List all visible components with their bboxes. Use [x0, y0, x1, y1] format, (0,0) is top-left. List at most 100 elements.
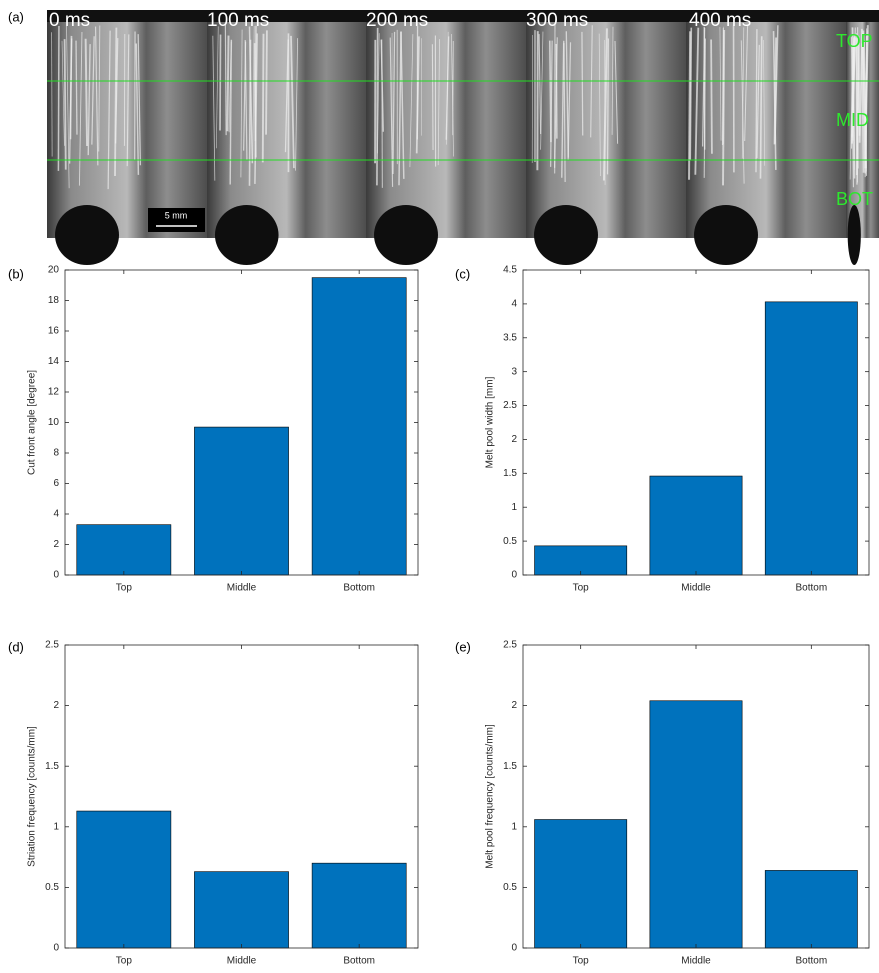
photo-streak [550, 40, 553, 167]
photo-streak [94, 26, 99, 166]
bar [76, 524, 172, 576]
y-axis-label: Cut front angle [degree] [27, 370, 38, 475]
y-tick-label: 10 [48, 417, 60, 428]
photo-shadow [847, 205, 861, 265]
photo-streak [389, 37, 394, 187]
y-tick-label: 1.5 [503, 468, 517, 479]
y-tick-label: 1 [53, 821, 59, 832]
photo-streak [216, 26, 219, 149]
y-tick-label: 20 [48, 265, 60, 276]
bar [311, 277, 407, 576]
bar [534, 545, 628, 576]
photo-streak [137, 34, 142, 166]
axes-box [64, 269, 419, 576]
y-tick-label: 18 [48, 295, 60, 306]
y-tick-label: 2 [53, 700, 59, 711]
photo-streak [66, 25, 70, 189]
photo-streak [75, 40, 78, 135]
photo-streak [243, 41, 247, 151]
photo-streak [581, 31, 584, 136]
photo-streak [614, 40, 619, 144]
photo-streak [376, 27, 379, 186]
photo-streak [437, 39, 440, 166]
photo-streak [135, 43, 140, 175]
y-tick-label: 0 [511, 570, 517, 581]
x-tick-label: Top [116, 956, 133, 967]
photo-streak [254, 25, 257, 142]
photo-streak [759, 36, 763, 179]
photo-streak [284, 39, 289, 153]
photo-streak [114, 27, 118, 177]
photo-streak [857, 35, 861, 136]
bar [649, 475, 743, 576]
y-tick-label: 1.5 [45, 761, 59, 772]
panel-label: (e) [455, 639, 471, 654]
time-label: 0 ms [49, 10, 90, 31]
bar [194, 871, 289, 949]
photo-streak [755, 29, 758, 173]
y-axis-label: Striation frequency [counts/mm] [27, 726, 38, 867]
photo-streak [392, 31, 396, 174]
bar [76, 810, 172, 949]
photo-streak [710, 39, 713, 154]
y-axis-label: Melt pool frequency [counts/mm] [485, 724, 496, 869]
axes-box [64, 644, 419, 949]
y-tick-label: 2.5 [45, 640, 59, 651]
photo-streak [703, 26, 706, 150]
axes-box [522, 644, 870, 949]
bar [534, 819, 628, 949]
time-label: 100 ms [207, 10, 269, 31]
photo-streak [295, 38, 299, 171]
x-tick-label: Top [573, 956, 590, 967]
x-tick-label: Bottom [795, 956, 827, 967]
x-tick-label: Bottom [343, 583, 375, 594]
photo-streak [261, 33, 265, 163]
x-tick-label: Top [573, 583, 590, 594]
bar [764, 870, 858, 949]
photo-streak [548, 40, 552, 143]
photo-streak [741, 27, 745, 159]
photo-streak [602, 28, 608, 181]
photo-streak [850, 36, 856, 144]
photo-streak [688, 31, 692, 180]
photo-top-band [207, 10, 366, 22]
photo-streak [219, 34, 222, 131]
photo-top-band [686, 10, 846, 22]
y-tick-label: 6 [53, 478, 59, 489]
photo-top-band [47, 10, 207, 22]
photo-streak [598, 33, 601, 176]
region-label: BOT [836, 189, 873, 209]
photo-frame [686, 10, 846, 238]
photo-streak [567, 42, 572, 160]
panel-label: (c) [455, 266, 470, 281]
photo-streak [772, 31, 777, 170]
image-panel [47, 10, 879, 265]
photo-streak [84, 38, 89, 147]
photo-top-band [526, 10, 686, 22]
photo-streak [856, 33, 858, 183]
y-tick-label: 3 [511, 366, 517, 377]
y-tick-label: 1 [511, 821, 517, 832]
photo-streak [224, 25, 227, 136]
time-label: 400 ms [689, 10, 751, 31]
region-label: TOP [836, 31, 873, 51]
y-axis-label: Melt pool width [mm] [485, 376, 496, 468]
x-tick-label: Middle [227, 583, 257, 594]
y-tick-label: 14 [48, 356, 60, 367]
y-tick-label: 16 [48, 326, 60, 337]
photo-streak [91, 36, 95, 145]
photo-streak [248, 26, 254, 164]
region-label: MID [836, 110, 869, 130]
y-tick-label: 1.5 [503, 761, 517, 772]
y-tick-label: 2 [53, 539, 59, 550]
photo-streak [107, 30, 111, 190]
y-tick-label: 12 [48, 387, 60, 398]
photo-streak [61, 40, 65, 146]
photo-streak [63, 39, 67, 170]
photo-streak [87, 44, 91, 156]
photo-streak [763, 39, 765, 166]
panel-label: (b) [8, 266, 24, 281]
photo-shadow [694, 205, 758, 265]
scale-bar-box [148, 208, 205, 232]
photo-streak [722, 29, 726, 186]
